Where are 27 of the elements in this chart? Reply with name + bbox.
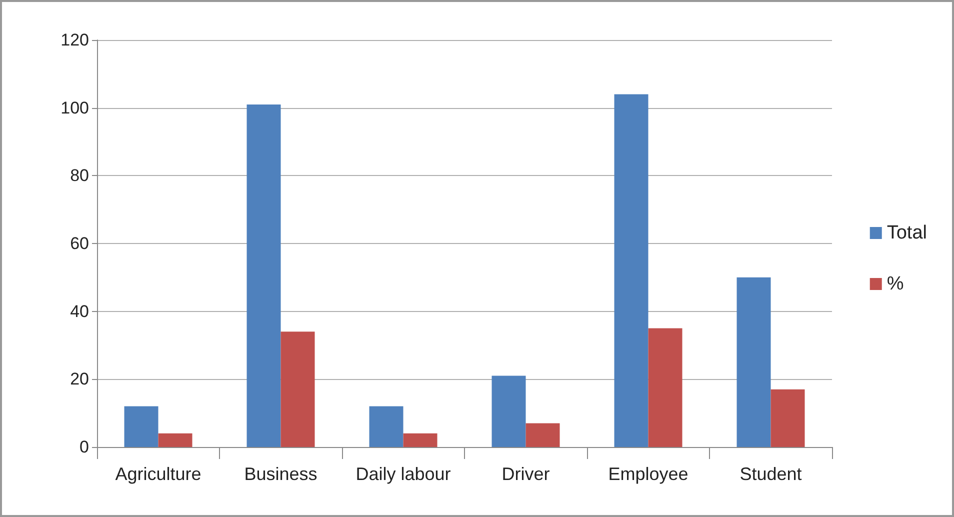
y-tick-label: 40 [70,302,89,321]
x-tick-label: Agriculture [115,464,202,484]
x-tick-label: Driver [502,464,550,484]
legend-label: % [886,274,904,294]
bar [526,423,560,447]
y-tick-label: 100 [60,98,89,118]
bar [648,328,682,447]
bar [403,433,438,447]
bar [280,332,315,447]
bar [369,406,404,447]
bar [614,94,648,447]
x-tick-label: Daily labour [356,464,451,484]
y-tick-label: 120 [60,30,89,50]
y-tick-label: 80 [70,166,89,186]
bar [736,277,771,447]
bar [158,433,192,447]
x-tick-label: Employee [608,464,688,484]
x-tick-label: Student [740,464,802,484]
bar [246,104,281,447]
bar [770,389,805,447]
x-tick-label: Business [244,464,318,484]
y-tick-label: 0 [80,438,89,456]
legend-label: Total [886,222,928,244]
bar [492,376,526,447]
y-tick-label: 60 [70,234,89,253]
y-tick-label: 20 [70,370,89,389]
bar [124,406,158,447]
